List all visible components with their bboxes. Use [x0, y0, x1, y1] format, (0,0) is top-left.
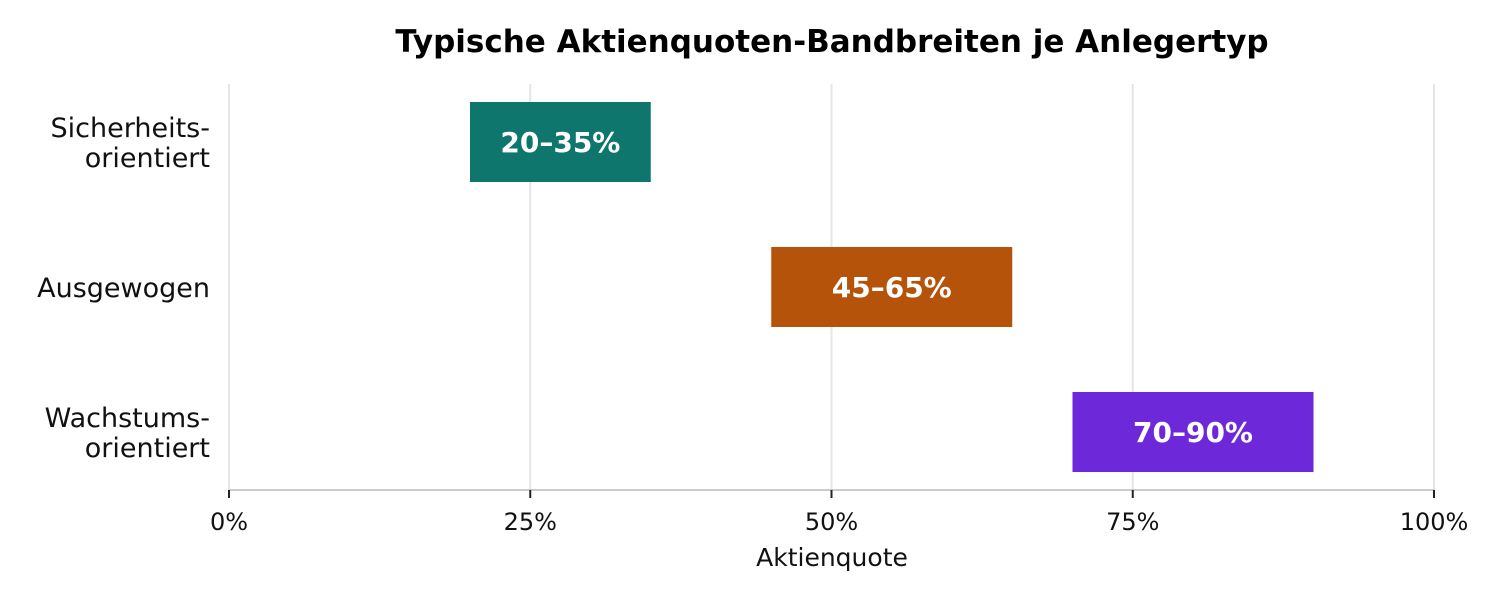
- x-tick-label-4: 100%: [1400, 508, 1469, 536]
- category-label-1: Ausgewogen: [37, 273, 210, 304]
- chart-title: Typische Aktienquoten-Bandbreiten je Anl…: [395, 24, 1268, 60]
- category-label-2: Wachstums-orientiert: [45, 403, 210, 464]
- category-label-0: Sicherheits-orientiert: [51, 113, 210, 174]
- x-tick-label-0: 0%: [210, 508, 248, 536]
- range-bar-2: [1072, 392, 1314, 472]
- bars: 20–35% 45–65% 70–90%: [470, 102, 1314, 472]
- category-label-line: Wachstums-: [45, 403, 210, 434]
- x-tick-label-3: 75%: [1106, 508, 1159, 536]
- x-axis: 0% 25% 50% 75% 100%: [210, 489, 1469, 536]
- category-labels: Sicherheits-orientiert Ausgewogen Wachstum…: [37, 113, 210, 464]
- range-bar-0: [470, 102, 651, 182]
- category-label-line: orientiert: [85, 143, 210, 174]
- bar-data-label-1: 45–65%: [832, 271, 952, 304]
- bar-data-label-0: 20–35%: [500, 126, 620, 159]
- range-bar-1: [771, 247, 1013, 327]
- category-label-line: orientiert: [85, 433, 210, 464]
- x-axis-title: Aktienquote: [756, 543, 908, 572]
- x-tick-label-2: 50%: [805, 508, 858, 536]
- x-tick-label-1: 25%: [504, 508, 557, 536]
- category-label-line: Ausgewogen: [37, 273, 210, 304]
- bar-data-label-2: 70–90%: [1133, 416, 1253, 449]
- category-label-line: Sicherheits-: [51, 113, 210, 144]
